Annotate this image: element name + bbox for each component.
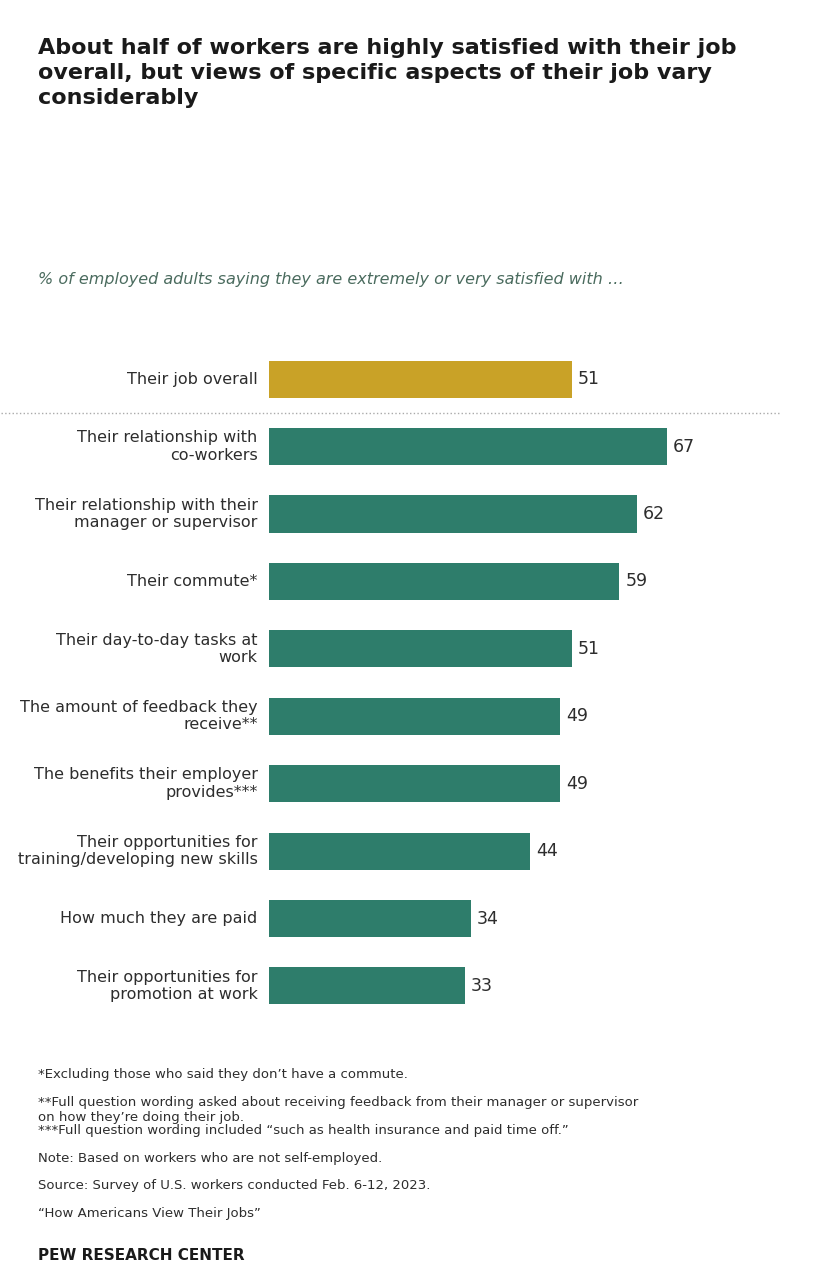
Text: 51: 51 xyxy=(578,640,600,657)
Text: “How Americans View Their Jobs”: “How Americans View Their Jobs” xyxy=(38,1207,260,1220)
Text: 59: 59 xyxy=(625,573,648,590)
Text: Note: Based on workers who are not self-employed.: Note: Based on workers who are not self-… xyxy=(38,1152,382,1164)
Text: % of employed adults saying they are extremely or very satisfied with …: % of employed adults saying they are ext… xyxy=(38,272,623,287)
Text: 34: 34 xyxy=(477,910,499,928)
Text: 67: 67 xyxy=(673,437,695,455)
Bar xyxy=(269,900,470,937)
Bar xyxy=(269,967,465,1005)
Bar xyxy=(269,360,572,398)
Bar xyxy=(269,833,530,870)
Text: 44: 44 xyxy=(536,842,558,860)
Text: PEW RESEARCH CENTER: PEW RESEARCH CENTER xyxy=(38,1248,244,1263)
Text: 51: 51 xyxy=(578,370,600,388)
Text: 49: 49 xyxy=(566,775,588,793)
Text: *Excluding those who said they don’t have a commute.: *Excluding those who said they don’t hav… xyxy=(38,1068,407,1081)
Text: 49: 49 xyxy=(566,708,588,726)
Bar xyxy=(269,428,667,465)
Text: 33: 33 xyxy=(470,977,493,995)
Bar xyxy=(269,698,560,734)
Bar xyxy=(269,631,572,667)
Text: 62: 62 xyxy=(643,506,665,523)
Text: Source: Survey of U.S. workers conducted Feb. 6-12, 2023.: Source: Survey of U.S. workers conducted… xyxy=(38,1179,430,1192)
Bar xyxy=(269,495,638,532)
Text: **Full question wording asked about receiving feedback from their manager or sup: **Full question wording asked about rece… xyxy=(38,1096,638,1124)
Text: ***Full question wording included “such as health insurance and paid time off.”: ***Full question wording included “such … xyxy=(38,1124,569,1136)
Bar xyxy=(269,765,560,803)
Bar xyxy=(269,562,619,600)
Text: About half of workers are highly satisfied with their job
overall, but views of : About half of workers are highly satisfi… xyxy=(38,38,737,107)
